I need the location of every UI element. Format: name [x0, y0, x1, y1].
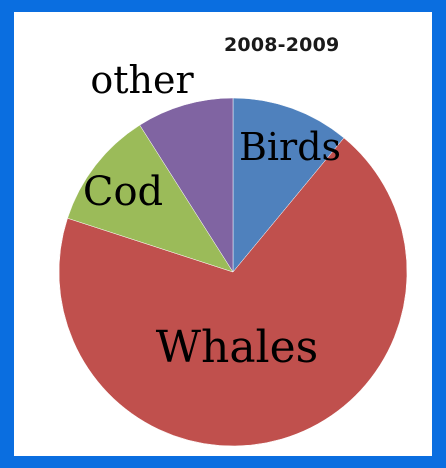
- pie-slice-birds: [232, 97, 345, 273]
- pie-slice-other: [139, 97, 234, 273]
- slice-label-whales: Whales: [156, 322, 319, 373]
- chart-title: 2008-2009: [224, 34, 340, 56]
- pie-slices: [58, 97, 408, 447]
- slice-label-other: other: [90, 58, 194, 102]
- pie-labels: Birds Whales Cod other: [83, 58, 341, 373]
- pie-slice-whales: [58, 137, 408, 447]
- slice-label-cod: Cod: [83, 169, 163, 215]
- pie-slice-cod: [67, 124, 234, 273]
- slice-label-birds: Birds: [239, 125, 341, 169]
